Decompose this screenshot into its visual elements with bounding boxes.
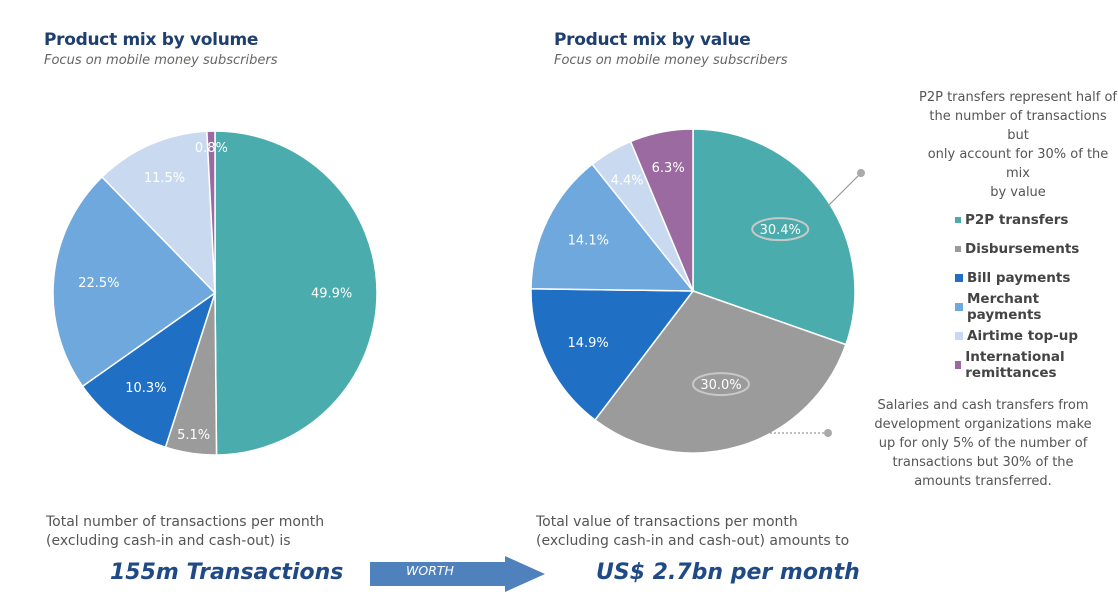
total-transactions-value: 155m Transactions [110, 560, 344, 585]
legend-item-airtime: Airtime top-up [955, 321, 1118, 350]
legend-label: Bill payments [967, 269, 1071, 286]
legend-item-bill: Bill payments [955, 263, 1118, 292]
legend-label: Disbursements [965, 240, 1080, 257]
annotation-line: transactions but 30% of the [892, 455, 1074, 470]
data-label-merchant-payments: 14.1% [568, 234, 609, 249]
legend-item-p2p: P2P transfers [955, 205, 1118, 234]
annotation-disbursements: Salaries and cash transfers from develop… [848, 396, 1118, 491]
legend-label: Airtime top-up [967, 327, 1079, 344]
total-value-amount: US$ 2.7bn per month [596, 560, 860, 585]
text-line: Total number of transactions per month [46, 514, 325, 530]
highlight-ring-p2p [751, 217, 810, 242]
pie-slice-remittances [629, 128, 694, 292]
chart-subtitle-volume: Focus on mobile money subscribers [44, 53, 278, 68]
data-label-remittances: 6.3% [652, 161, 685, 176]
chart-subtitle-value: Focus on mobile money subscribers [554, 53, 788, 68]
chart-title-value: Product mix by value [554, 30, 751, 50]
legend-item-merchant: Merchant payments [955, 290, 1118, 323]
pie-slice-p2p [214, 130, 378, 456]
pie-slice-merchant-payments [530, 163, 695, 292]
chart-title-volume: Product mix by volume [44, 30, 259, 50]
data-label-airtime: 4.4% [611, 173, 644, 188]
callout-line-disbursements-dot [824, 429, 832, 437]
annotation-line: up for only 5% of the number of [878, 436, 1088, 451]
pie-slice-disbursements [593, 290, 847, 454]
legend-item-disbursements: Disbursements [955, 234, 1118, 263]
pie-slice-remittances [206, 130, 216, 294]
data-label-bill-payments: 10.3% [125, 381, 166, 396]
annotation-line: the number of transactions but [929, 109, 1107, 143]
callout-line-p2p-dot [857, 169, 865, 177]
data-label-remittances: 0.8% [195, 141, 228, 156]
text-line: Total value of transactions per month [536, 514, 798, 530]
annotation-line: Salaries and cash transfers from [877, 398, 1089, 413]
callout-line-p2p [827, 174, 860, 207]
legend-label: International remittances [965, 348, 1065, 381]
pie-slice-bill-payments [530, 287, 695, 422]
legend-swatch [955, 302, 963, 311]
legend-label: P2P transfers [965, 211, 1069, 228]
legend: P2P transfers Disbursements Bill payment… [955, 205, 1118, 381]
data-label-merchant-payments: 22.5% [78, 276, 119, 291]
legend-swatch [955, 216, 961, 223]
total-value-text: Total value of transactions per month (e… [536, 513, 849, 551]
annotation-p2p: P2P transfers represent half of the numb… [918, 88, 1118, 202]
legend-label: Merchant payments [966, 290, 1042, 323]
annotation-line: development organizations make [874, 417, 1092, 432]
text-line: (excluding cash-in and cash-out) amounts… [536, 533, 850, 549]
legend-swatch [955, 360, 962, 369]
data-label-p2p: 49.9% [311, 286, 352, 301]
legend-swatch [955, 245, 961, 252]
data-label-airtime: 11.5% [144, 171, 185, 186]
annotation-line: by value [990, 185, 1046, 200]
annotation-line: only account for 30% of the mix [927, 147, 1109, 181]
legend-swatch [955, 273, 963, 282]
pie-slice-airtime [100, 130, 216, 295]
pie-slice-merchant-payments [52, 175, 217, 388]
data-label-disbursements: 30.0% [700, 378, 741, 393]
pie-slice-p2p [692, 128, 856, 346]
legend-item-remittances: International remittances [955, 348, 1118, 381]
annotation-line: amounts transferred. [914, 474, 1052, 489]
highlight-ring-disbursements [691, 372, 750, 397]
total-volume-text: Total number of transactions per month (… [46, 513, 324, 551]
pie-slice-bill-payments [81, 291, 217, 449]
data-label-disbursements: 5.1% [177, 428, 210, 443]
annotation-line: P2P transfers represent half of [919, 90, 1117, 105]
data-label-p2p: 30.4% [760, 223, 801, 238]
legend-swatch [955, 331, 963, 340]
worth-label: WORTH [406, 563, 454, 578]
text-line: (excluding cash-in and cash-out) is [46, 533, 291, 549]
worth-arrow-icon [370, 556, 545, 592]
data-label-bill-payments: 14.9% [567, 336, 608, 351]
